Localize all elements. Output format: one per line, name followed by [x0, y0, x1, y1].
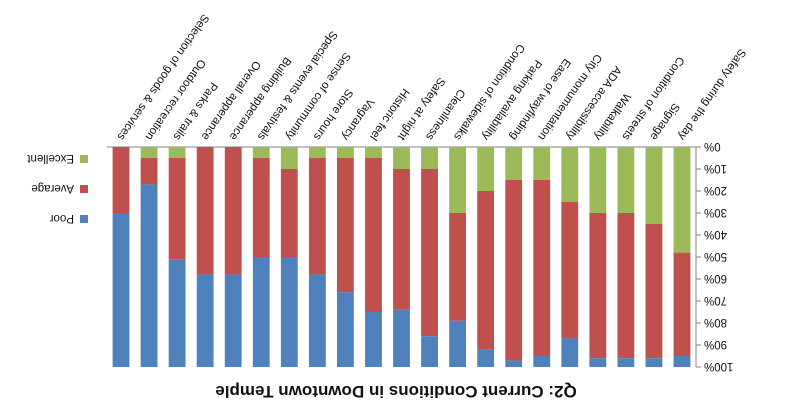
bar-segment-excellent [477, 147, 495, 191]
bar-segment-average [505, 180, 523, 361]
bar-segment-poor [505, 360, 523, 367]
y-tick-label: 0% [704, 140, 721, 152]
bar-segment-excellent [336, 147, 354, 158]
bar-segment-average [308, 158, 326, 275]
legend-swatch-average [80, 185, 88, 193]
bar-segment-poor [365, 312, 382, 367]
bar-segment-poor [280, 257, 298, 367]
y-tick-label: 40% [704, 228, 727, 240]
y-tick-label: 50% [704, 250, 727, 262]
bar-segment-average [449, 213, 467, 321]
bar-segment-excellent [308, 147, 326, 158]
bar-segment-poor [645, 358, 663, 367]
bar-segment-average [645, 224, 663, 359]
bar-segment-average [224, 147, 242, 275]
bar-segment-average [421, 169, 438, 337]
bar-segment-excellent [449, 147, 467, 213]
bar-segment-poor [589, 358, 607, 367]
bar-segment-poor [308, 274, 326, 367]
y-tick-label: 60% [704, 272, 727, 284]
bar-segment-excellent [421, 147, 438, 169]
bar-segment-excellent [589, 147, 607, 213]
bar-segment-poor [252, 257, 270, 367]
y-tick-label: 10% [704, 162, 727, 174]
bar-segment-average [477, 191, 495, 350]
y-tick-label: 30% [704, 206, 727, 218]
bar-segment-poor [617, 358, 635, 367]
bar-segment-excellent [645, 147, 663, 224]
bar-segment-poor [533, 356, 551, 367]
bar-segment-excellent [673, 147, 691, 253]
bar-segment-excellent [280, 147, 298, 169]
bar-segment-poor [168, 259, 186, 367]
legend-swatch-excellent [80, 155, 88, 163]
legend-label-excellent: Excellent [27, 152, 74, 164]
bar-segment-poor [196, 274, 214, 367]
bar-segment-excellent [168, 147, 186, 158]
plot-area: 0%10%20%30%40%50%60%70%80%90%100%Safety … [107, 12, 748, 372]
legend-label-poor: Poor [50, 212, 74, 224]
bar-segment-average [252, 158, 270, 257]
bar-segment-poor [449, 320, 467, 367]
bar-segment-average [533, 180, 551, 356]
bar-segment-average [561, 202, 579, 339]
bar-segment-poor [561, 338, 579, 367]
bar-segment-excellent [533, 147, 551, 180]
bar-segment-poor [140, 184, 158, 367]
y-tick-label: 100% [704, 360, 733, 372]
bar-segment-excellent [393, 147, 410, 169]
bar-segment-average [140, 158, 158, 185]
legend: Poor Average Excellent [27, 152, 88, 224]
bar-segment-poor [421, 336, 438, 367]
bar-segment-average [589, 213, 607, 359]
bar-segment-poor [477, 349, 495, 367]
legend-swatch-poor [80, 215, 88, 223]
bar-segment-average [112, 147, 130, 213]
bar-segment-excellent [140, 147, 158, 158]
bar-segment-poor [336, 292, 354, 367]
legend-label-average: Average [31, 182, 74, 194]
bar-segment-average [617, 213, 635, 359]
bar-segment-average [336, 158, 354, 293]
y-tick-label: 80% [704, 316, 727, 328]
bar-segment-average [280, 169, 298, 257]
bar-segment-average [393, 169, 410, 310]
bar-segment-poor [224, 274, 242, 367]
bar-segment-excellent [365, 147, 382, 158]
y-tick-label: 70% [704, 294, 727, 306]
bar-segment-excellent [505, 147, 523, 180]
bar-segment-excellent [617, 147, 635, 213]
y-tick-label: 20% [704, 184, 727, 196]
bar-segment-poor [393, 309, 410, 367]
y-tick-label: 90% [704, 338, 727, 350]
bar-segment-poor [112, 213, 130, 367]
bar-segment-average [673, 252, 691, 356]
bar-segment-excellent [252, 147, 270, 158]
bar-segment-average [196, 147, 214, 275]
chart-title: Q2: Current Conditions in Downtown Templ… [215, 382, 576, 401]
bar-segment-average [168, 158, 186, 260]
bar-segment-excellent [561, 147, 579, 202]
bar-segment-poor [673, 356, 691, 367]
bar-segment-average [365, 158, 382, 312]
